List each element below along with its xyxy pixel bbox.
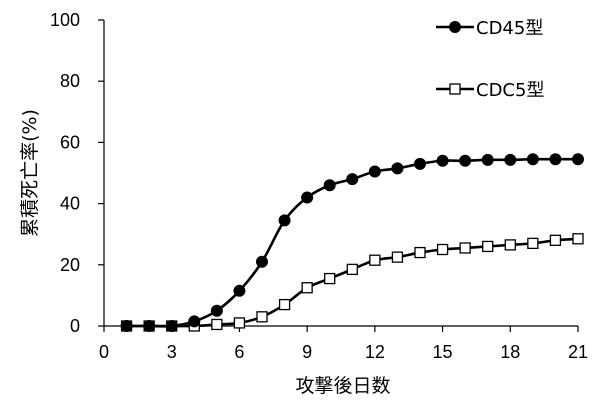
series-2-point (414, 246, 426, 259)
x-tick-label: 6 (234, 342, 244, 362)
series-2-point (459, 242, 471, 254)
series-1-point (572, 153, 584, 166)
y-tick-label: 100 (50, 10, 80, 30)
series-2-point (549, 234, 562, 246)
x-tick-label: 21 (568, 342, 588, 362)
series-1-point (120, 320, 133, 332)
legend-item-1: CD45型 (436, 18, 543, 39)
legend-label: CDC5型 (476, 80, 544, 101)
series-1-point (278, 214, 291, 227)
series-1-point (233, 284, 246, 297)
axes (103, 20, 578, 327)
series-2-point (211, 318, 223, 331)
y-axis-title: 累積死亡率(%) (19, 109, 41, 237)
series-2-point (504, 239, 516, 251)
x-tick-label: 12 (365, 342, 385, 362)
series-2-point (572, 233, 584, 245)
series-1-point (256, 255, 268, 268)
y-tick-label: 20 (60, 255, 80, 275)
series-1-point (368, 165, 381, 178)
x-tick-label: 15 (433, 342, 453, 362)
x-axis-ticks: 0 3 6 9 12 15 18 21 (99, 326, 588, 362)
legend-label: CD45型 (476, 18, 543, 39)
series-2-point (301, 282, 313, 294)
series-2-point (436, 243, 449, 256)
series-2-line (126, 237, 579, 328)
series-1-point (459, 154, 472, 167)
series-2-point (369, 254, 381, 266)
x-tick-label: 3 (167, 342, 177, 362)
series-1-point (504, 153, 517, 166)
y-tick-label: 0 (70, 316, 80, 336)
series-2-point (527, 237, 539, 250)
series-1-point (526, 153, 539, 166)
y-tick-label: 40 (60, 194, 80, 214)
series-1-point (143, 320, 156, 332)
series-2-point (233, 317, 246, 329)
series-1-point (165, 320, 178, 332)
y-tick-label: 60 (60, 132, 80, 152)
legend-marker (449, 83, 461, 95)
series-1-point (414, 157, 426, 170)
y-axis-ticks: 0 20 40 60 80 100 (50, 10, 104, 336)
series-1-point (391, 162, 404, 175)
x-tick-label: 18 (500, 342, 520, 362)
series-1-point (210, 304, 223, 317)
series-1 (120, 153, 584, 332)
series-2-point (391, 251, 404, 263)
series-1-point (481, 153, 494, 166)
series-2 (120, 233, 584, 332)
series-2-point (278, 298, 291, 311)
series-1-point (188, 315, 201, 328)
legend-item-2: CDC5型 (436, 80, 544, 101)
series-1-point (301, 191, 314, 204)
series-1-point (323, 179, 336, 192)
series-1-point (346, 173, 359, 186)
series-2-point (256, 311, 268, 323)
series-layer (120, 153, 584, 332)
series-1-point (549, 153, 562, 166)
x-tick-label: 0 (99, 342, 109, 362)
x-axis-title: 攻撃後日数 (295, 375, 390, 397)
y-tick-label: 80 (60, 71, 80, 91)
legend-marker (449, 21, 461, 33)
x-tick-label: 9 (302, 342, 312, 362)
series-1-point (436, 154, 449, 167)
series-2-point (324, 272, 336, 285)
series-2-point (482, 240, 494, 253)
series-2-point (346, 263, 358, 276)
legend: CD45型 CDC5型 (436, 18, 544, 101)
